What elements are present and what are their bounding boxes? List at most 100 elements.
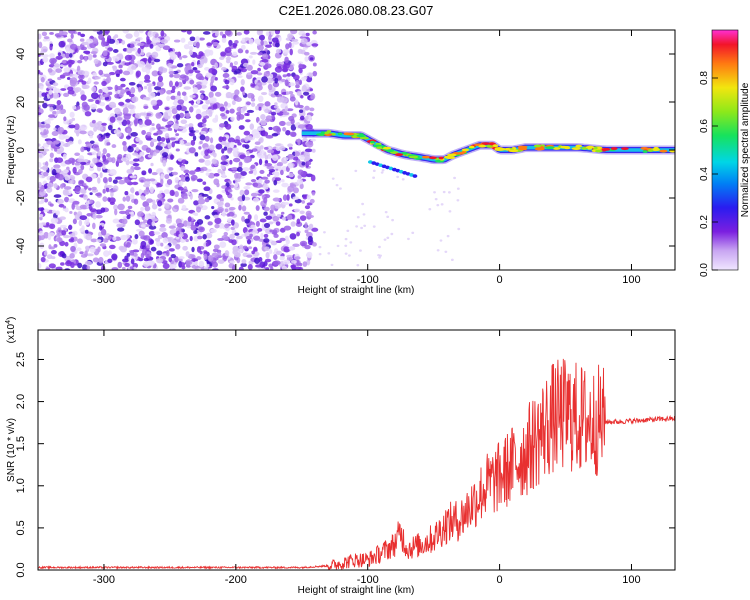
noise-blob bbox=[248, 55, 253, 59]
noise-blob bbox=[195, 54, 202, 59]
noise-blob bbox=[453, 176, 456, 180]
noise-blob bbox=[210, 85, 217, 92]
noise-blob bbox=[137, 86, 142, 93]
x-tick-label: -200 bbox=[225, 574, 247, 586]
noise-blob bbox=[49, 175, 56, 182]
noise-blob bbox=[285, 43, 290, 50]
noise-blob bbox=[214, 114, 219, 122]
noise-blob bbox=[45, 222, 50, 226]
noise-blob bbox=[44, 198, 49, 203]
noise-blob bbox=[250, 164, 256, 169]
noise-blob bbox=[125, 135, 131, 140]
noise-blob bbox=[187, 216, 192, 222]
noise-blob bbox=[239, 244, 244, 250]
noise-blob bbox=[101, 40, 107, 47]
ridge-hotspot bbox=[647, 149, 654, 152]
noise-blob bbox=[286, 254, 293, 258]
noise-blob bbox=[179, 140, 185, 144]
noise-blob bbox=[327, 252, 331, 255]
noise-blob bbox=[265, 31, 270, 37]
noise-blob bbox=[282, 49, 290, 54]
noise-blob bbox=[83, 194, 88, 200]
noise-blob bbox=[273, 202, 282, 209]
noise-blob bbox=[209, 127, 213, 134]
noise-blob bbox=[189, 235, 193, 242]
noise-blob bbox=[102, 196, 108, 202]
noise-blob bbox=[43, 129, 47, 136]
noise-blob bbox=[105, 185, 113, 188]
noise-blob bbox=[146, 244, 150, 249]
noise-blob bbox=[122, 30, 130, 34]
noise-blob bbox=[299, 183, 304, 190]
noise-blob bbox=[245, 49, 249, 54]
noise-blob bbox=[215, 143, 223, 150]
noise-blob bbox=[201, 104, 209, 110]
noise-blob bbox=[220, 155, 227, 162]
noise-blob bbox=[143, 219, 148, 224]
noise-blob bbox=[88, 166, 95, 172]
noise-blob bbox=[214, 62, 218, 69]
noise-blob bbox=[73, 73, 80, 79]
noise-blob bbox=[241, 205, 247, 212]
noise-blob bbox=[281, 67, 289, 73]
noise-blob bbox=[185, 176, 190, 182]
noise-blob bbox=[116, 85, 123, 90]
noise-blob bbox=[177, 99, 185, 105]
noise-blob bbox=[284, 235, 289, 242]
ridge-hotspot bbox=[345, 132, 355, 136]
noise-blob bbox=[49, 203, 54, 207]
noise-blob bbox=[68, 53, 73, 58]
noise-blob bbox=[129, 175, 137, 179]
noise-blob bbox=[243, 211, 250, 215]
noise-blob bbox=[189, 79, 195, 85]
noise-blob bbox=[100, 207, 106, 213]
noise-blob bbox=[55, 55, 63, 60]
noise-blob bbox=[161, 232, 168, 239]
noise-blob bbox=[86, 253, 94, 257]
noise-blob bbox=[197, 235, 203, 240]
noise-blob bbox=[92, 213, 97, 220]
noise-blob bbox=[47, 78, 53, 82]
noise-blob bbox=[230, 116, 235, 121]
noise-blob bbox=[162, 237, 169, 244]
noise-blob bbox=[65, 138, 70, 143]
noise-blob bbox=[134, 219, 140, 226]
noise-blob bbox=[181, 204, 187, 211]
noise-blob bbox=[148, 230, 156, 237]
ridge-hotspot bbox=[446, 153, 457, 157]
noise-blob bbox=[119, 246, 127, 253]
noise-blob bbox=[201, 267, 205, 270]
ridge-hotspot bbox=[535, 147, 545, 151]
noise-blob bbox=[38, 181, 42, 188]
ridge-hotspot bbox=[421, 155, 431, 159]
noise-blob bbox=[63, 135, 70, 140]
noise-blob bbox=[43, 36, 50, 40]
noise-blob bbox=[167, 63, 173, 68]
noise-blob bbox=[142, 261, 150, 268]
noise-blob bbox=[219, 197, 224, 203]
noise-blob bbox=[308, 214, 314, 218]
noise-blob bbox=[307, 235, 313, 243]
noise-blob bbox=[225, 123, 232, 130]
noise-blob bbox=[145, 68, 151, 75]
noise-blob bbox=[121, 40, 126, 45]
noise-blob bbox=[247, 214, 252, 220]
noise-blob bbox=[160, 137, 166, 142]
noise-blob bbox=[99, 243, 107, 247]
noise-blob bbox=[55, 157, 64, 163]
noise-blob bbox=[241, 259, 247, 264]
x-tick-label: -100 bbox=[357, 574, 379, 586]
noise-blob bbox=[240, 78, 245, 86]
noise-blob bbox=[194, 152, 199, 157]
noise-blob bbox=[323, 231, 326, 234]
noise-blob bbox=[228, 39, 233, 47]
noise-blob bbox=[249, 123, 255, 130]
noise-blob bbox=[39, 72, 43, 76]
noise-blob bbox=[107, 235, 112, 240]
noise-blob bbox=[305, 173, 313, 178]
noise-blob bbox=[305, 115, 309, 120]
y-tick-label: 40 bbox=[15, 48, 27, 60]
noise-blob bbox=[64, 196, 70, 203]
noise-blob bbox=[102, 50, 108, 57]
noise-blob bbox=[247, 92, 255, 99]
